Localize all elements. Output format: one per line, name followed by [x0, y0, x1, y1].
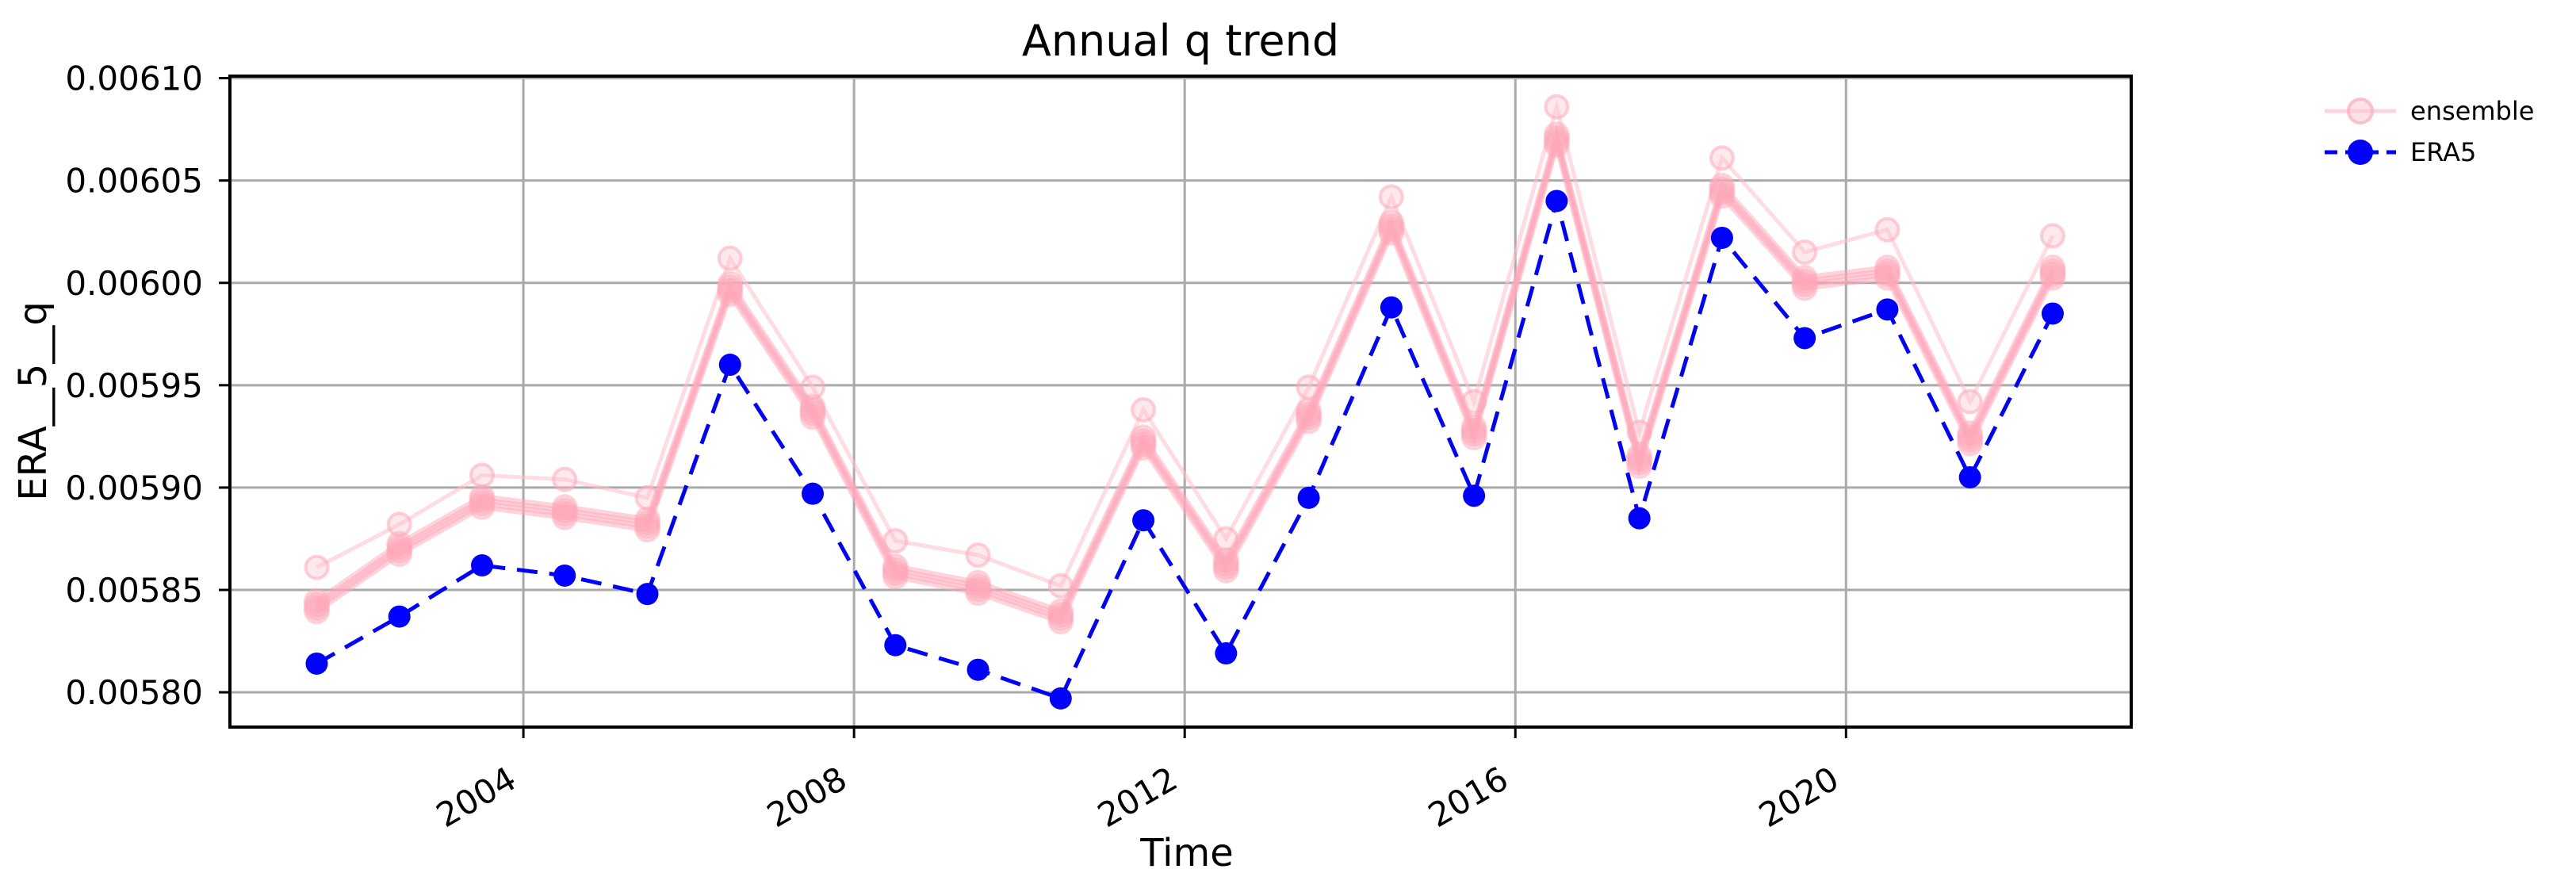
ensemble-line [315, 134, 2056, 626]
axes-frame [228, 75, 2133, 729]
ensemble-marker [1378, 184, 1404, 210]
y-tick-label-0.00610: 0.00610 [65, 59, 203, 98]
ensemble-marker [1130, 435, 1157, 461]
era5-marker [636, 583, 659, 606]
ensemble-marker [386, 541, 413, 568]
legend-label-era5: ERA5 [2410, 137, 2476, 167]
ensemble-marker [717, 245, 743, 271]
y-tick-label-0.00600: 0.00600 [65, 264, 203, 303]
data-series [303, 94, 2066, 710]
ensemble-marker [634, 516, 661, 543]
ensemble-marker [1957, 389, 1983, 415]
ensemble-marker [717, 281, 744, 308]
era5-marker [966, 658, 989, 681]
ensemble-marker [1460, 424, 1487, 451]
ensemble-marker [1626, 453, 1653, 480]
era5-marker [1710, 226, 1733, 249]
era5-marker [1215, 642, 1238, 665]
era5-marker [884, 634, 907, 657]
ensemble-marker [386, 511, 412, 538]
era5-marker [1545, 190, 1568, 212]
x-tick-label-2016: 2016 [1422, 759, 1514, 835]
ensemble-marker [1957, 430, 1984, 457]
ensemble-marker [469, 493, 496, 520]
ensemble-light-line [316, 99, 2055, 589]
y-tick-labels: 0.00580 0.00585 0.00590 0.00595 0.00600 0.006… [65, 59, 203, 713]
era5-marker [1463, 484, 1486, 507]
x-tick-label-2008: 2008 [760, 759, 853, 835]
era5-marker [2041, 302, 2064, 325]
series-ERA5 [305, 190, 2064, 710]
ensemble-marker [1709, 182, 1736, 209]
ensemble-marker [1874, 264, 1900, 291]
ensemble-marker [1378, 220, 1405, 247]
legend: ensemble ERA5 [2325, 96, 2534, 167]
y-tick-label-0.00580: 0.00580 [65, 673, 203, 712]
x-tick-label-2004: 2004 [430, 759, 522, 835]
era5-marker [1380, 296, 1403, 319]
ensemble-marker [303, 598, 330, 625]
legend-entry-era5: ERA5 [2325, 137, 2476, 167]
ensemble-marker [965, 542, 991, 569]
ensemble-marker [1544, 94, 1570, 120]
ensemble-marker [965, 580, 992, 607]
ensemble-marker [799, 404, 826, 431]
ensemble-marker [1212, 557, 1239, 584]
ensemble-marker [1874, 216, 1900, 243]
ensemble-marker [551, 503, 578, 530]
era5-line [316, 193, 2055, 702]
chart-title: Annual q trend [1022, 16, 1339, 66]
era5-marker [1876, 298, 1899, 321]
ensemble-marker [1791, 274, 1818, 301]
ensemble-marker [2039, 261, 2066, 288]
era5-marker [1297, 486, 1320, 509]
era5-marker [718, 354, 741, 377]
x-axis-label: Time [1139, 831, 1233, 875]
ensemble-marker [469, 462, 495, 488]
y-tick-label-0.00585: 0.00585 [65, 571, 203, 610]
ensemble-marker [882, 563, 909, 590]
y-tick-label-0.00590: 0.00590 [65, 469, 203, 507]
era5-marker [305, 652, 328, 675]
era5-marker-icon [2348, 140, 2373, 165]
ensemble-marker [304, 554, 330, 580]
x-tick-labels: 2004 2008 2012 2016 2020 [430, 759, 1845, 835]
legend-entry-ensemble: ensemble [2325, 96, 2534, 126]
ensemble-marker-icon [2347, 98, 2374, 124]
legend-label-ensemble: ensemble [2410, 96, 2534, 126]
y-tick-label-0.00605: 0.00605 [65, 162, 203, 201]
era5-marker [1049, 687, 1072, 710]
era5-marker [1958, 466, 1981, 489]
era5-marker [553, 564, 576, 587]
era5-marker [470, 554, 493, 577]
ensemble-marker [1709, 145, 1735, 171]
ensemble-marker [1543, 131, 1570, 158]
ensemble-marker [1296, 408, 1322, 435]
era5-marker [802, 482, 825, 505]
era5-marker [1628, 507, 1651, 530]
gridlines [230, 76, 2131, 727]
series-ensemble-member-5 [303, 131, 2066, 635]
ensemble-marker [1131, 396, 1157, 423]
series-ensemble-member-top [304, 94, 2065, 599]
era5-marker [388, 605, 411, 628]
y-axis-label: ERA__5__q [11, 301, 56, 501]
axes-spines-and-ticks [219, 75, 2133, 738]
x-tick-label-2012: 2012 [1091, 759, 1184, 835]
ensemble-marker [2039, 223, 2065, 249]
ensemble-marker [1047, 608, 1074, 635]
x-tick-label-2020: 2020 [1752, 759, 1845, 835]
era5-marker [1793, 327, 1816, 350]
ensemble-marker [552, 466, 578, 492]
era5-marker [1132, 509, 1155, 532]
ensemble-marker [1792, 239, 1818, 266]
y-tick-label-0.00595: 0.00595 [65, 366, 203, 405]
ensemble-marker [303, 595, 330, 622]
ensemble-marker [2039, 264, 2066, 291]
